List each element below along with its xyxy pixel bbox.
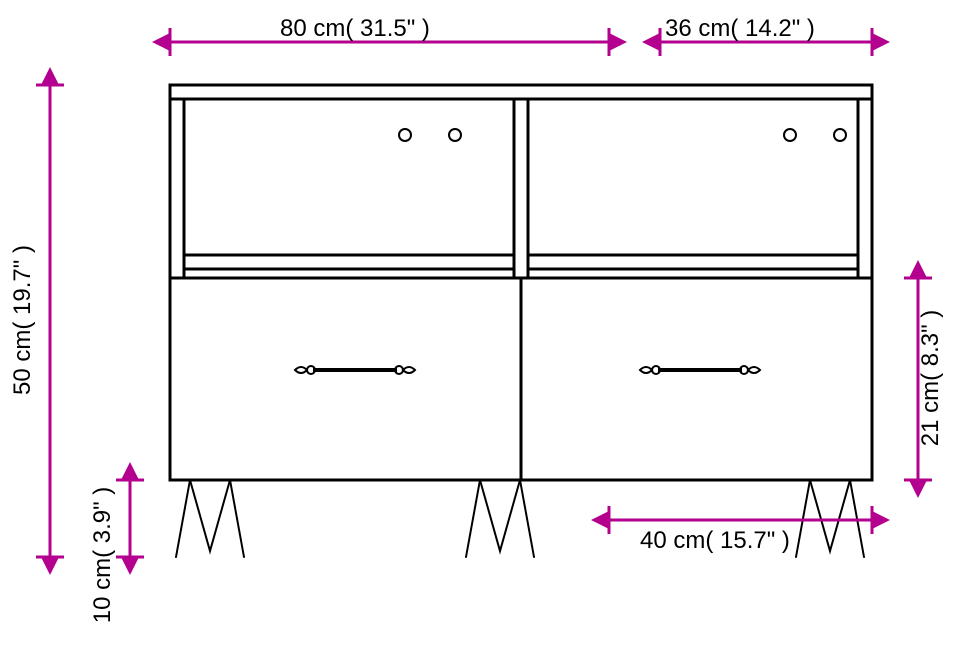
dim-drawer-h-21cm: 21 cm( 8.3" ) (904, 278, 944, 480)
dim-leg-10cm: 10 cm( 3.9" ) (89, 480, 144, 623)
dim-width-80cm-label: 80 cm( 31.5" ) (280, 15, 430, 42)
handle-right (640, 366, 760, 374)
hairpin-leg-2 (466, 480, 534, 557)
hole-3 (784, 129, 796, 141)
hole-4 (834, 129, 846, 141)
handle-left (295, 366, 415, 374)
dim-drawer-w-40cm-label: 40 cm( 15.7" ) (640, 527, 790, 554)
dim-height-50cm: 50 cm( 19.7" ) (9, 85, 64, 557)
hairpin-leg-1 (176, 480, 244, 557)
dim-height-50cm-label: 50 cm( 19.7" ) (9, 245, 36, 395)
hole-1 (399, 129, 411, 141)
dim-depth-36cm-label: 36 cm( 14.2" ) (665, 15, 815, 42)
hole-2 (449, 129, 461, 141)
dim-leg-10cm-label: 10 cm( 3.9" ) (89, 487, 116, 624)
dim-width-80cm: 80 cm( 31.5" ) (170, 15, 609, 56)
dim-depth-36cm: 36 cm( 14.2" ) (660, 15, 872, 56)
dim-drawer-w-40cm: 40 cm( 15.7" ) (609, 506, 872, 554)
dim-drawer-h-21cm-label: 21 cm( 8.3" ) (917, 310, 944, 447)
